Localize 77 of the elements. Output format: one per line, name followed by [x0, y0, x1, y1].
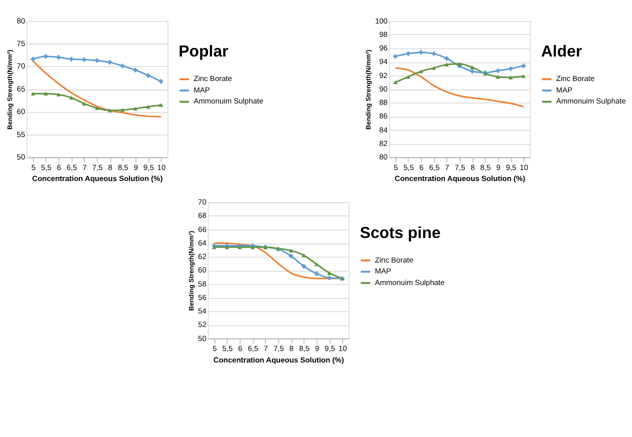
legend-label: Ammonuim Sulphate: [374, 278, 445, 287]
y-tick-label: 82: [379, 138, 388, 148]
x-tick-label: 9: [315, 344, 320, 354]
y-tick-label: 90: [379, 84, 388, 94]
x-tick-label: 8,5: [299, 344, 310, 354]
legend-label: Ammonuim Sulphate: [194, 96, 264, 106]
x-tick-label: 7,5: [454, 162, 466, 172]
y-tick-label: 60: [16, 107, 26, 116]
x-tick-label: 10: [338, 344, 347, 354]
x-tick-label: 6: [56, 162, 62, 172]
legend-label: Zinc Borate: [194, 74, 232, 84]
x-tick-label: 9,5: [143, 162, 154, 172]
x-tick-label: 7: [82, 162, 87, 172]
legend-label: MAP: [194, 85, 210, 94]
x-tick-label: 8,5: [480, 162, 491, 172]
y-tick-label: 96: [379, 44, 388, 53]
y-tick-label: 70: [198, 198, 206, 207]
y-tick-label: 94: [379, 57, 388, 66]
x-tick-label: 6: [419, 162, 424, 172]
legend-label: Zinc Borate: [374, 255, 414, 264]
x-tick-label: 6,5: [66, 162, 78, 172]
legend-title: Alder: [541, 44, 582, 61]
x-tick-label: 9,5: [324, 344, 336, 354]
y-tick-label: 55: [16, 130, 26, 139]
x-tick-label: 5,5: [222, 344, 233, 354]
y-tick-label: 56: [198, 292, 206, 302]
y-tick-label: 54: [198, 306, 206, 316]
y-tick-label: 68: [198, 211, 206, 220]
y-tick-label: 86: [379, 112, 388, 121]
y-tick-label: 65: [16, 84, 26, 94]
legend-title: Scots pine: [360, 224, 441, 242]
y-tick-label: 92: [379, 70, 388, 80]
x-tick-label: 7,5: [92, 162, 103, 172]
y-tick-label: 88: [379, 98, 388, 108]
x-axis-title: Concentration Aqueous Solution (%): [394, 174, 526, 184]
x-tick-label: 5: [394, 162, 398, 172]
y-tick-label: 70: [16, 62, 26, 71]
x-tick-label: 5: [31, 162, 36, 172]
y-tick-label: 98: [379, 30, 388, 39]
y-tick-label: 84: [379, 125, 388, 134]
legend-label: Ammonuim Sulphate: [556, 96, 626, 106]
legend-title: Poplar: [178, 44, 228, 61]
x-tick-label: 8,5: [118, 162, 128, 172]
x-tick-label: 8: [470, 162, 475, 172]
x-axis-title: Concentration Aqueous Solution (%): [213, 355, 344, 364]
y-tick-label: 66: [198, 224, 206, 234]
y-tick-label: 64: [198, 238, 206, 248]
x-tick-label: 6,5: [248, 344, 258, 354]
x-axis-title: Concentration Aqueous Solution (%): [32, 174, 164, 184]
x-tick-label: 9,5: [506, 162, 516, 172]
y-tick-label: 58: [198, 279, 206, 288]
y-tick-label: 75: [16, 39, 26, 48]
x-tick-label: 7: [445, 162, 450, 172]
y-tick-label: 62: [198, 252, 206, 262]
legend-label: MAP: [374, 266, 392, 276]
legend-label: Zinc Borate: [556, 74, 595, 84]
x-tick-label: 7: [264, 344, 268, 354]
y-tick-label: 52: [198, 320, 206, 330]
x-tick-label: 8: [289, 344, 294, 354]
y-tick-label: 50: [16, 152, 26, 162]
x-tick-label: 5,5: [403, 162, 414, 172]
x-tick-label: 9: [134, 162, 138, 172]
x-tick-label: 7,5: [273, 344, 284, 354]
y-tick-label: 100: [375, 16, 388, 26]
x-tick-label: 10: [157, 162, 166, 172]
x-tick-label: 6,5: [429, 162, 440, 172]
x-tick-label: 9: [496, 162, 500, 172]
x-tick-label: 5: [212, 344, 217, 354]
x-tick-label: 8: [108, 162, 112, 172]
legend-label: MAP: [556, 85, 572, 94]
x-tick-label: 5,5: [40, 162, 52, 172]
x-tick-label: 10: [520, 162, 528, 172]
y-tick-label: 80: [16, 16, 26, 26]
y-tick-label: 50: [198, 334, 206, 343]
x-tick-label: 6: [238, 344, 242, 354]
y-tick-label: 60: [198, 266, 206, 275]
y-tick-label: 80: [379, 152, 388, 162]
